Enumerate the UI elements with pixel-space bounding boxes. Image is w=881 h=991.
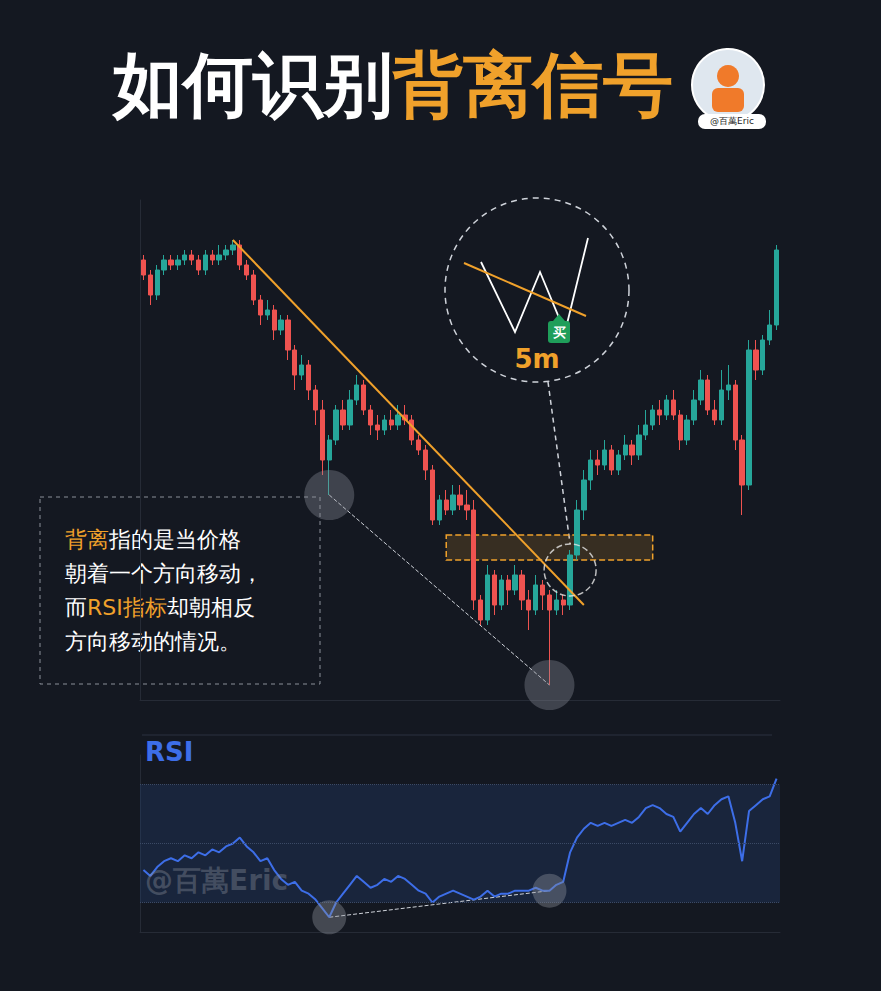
svg-text:朝着一个方向移动，: 朝着一个方向移动， [65, 561, 263, 586]
svg-text:RSI指标: RSI指标 [87, 595, 167, 620]
svg-text:背离: 背离 [65, 527, 109, 552]
svg-text:@百萬Eric: @百萬Eric [145, 864, 288, 897]
svg-text:买: 买 [553, 325, 566, 340]
svg-text:却朝相反: 却朝相反 [167, 595, 255, 620]
svg-text:背离信号: 背离信号 [392, 44, 673, 126]
svg-text:而: 而 [65, 595, 87, 620]
svg-text:RSI: RSI [145, 737, 193, 767]
svg-text:@百萬Eric: @百萬Eric [710, 116, 754, 126]
svg-text:如何识别: 如何识别 [111, 44, 393, 126]
svg-text:指的是当价格: 指的是当价格 [108, 527, 241, 552]
svg-text:5m: 5m [514, 344, 559, 374]
svg-text:方向移动的情况。: 方向移动的情况。 [65, 629, 241, 654]
